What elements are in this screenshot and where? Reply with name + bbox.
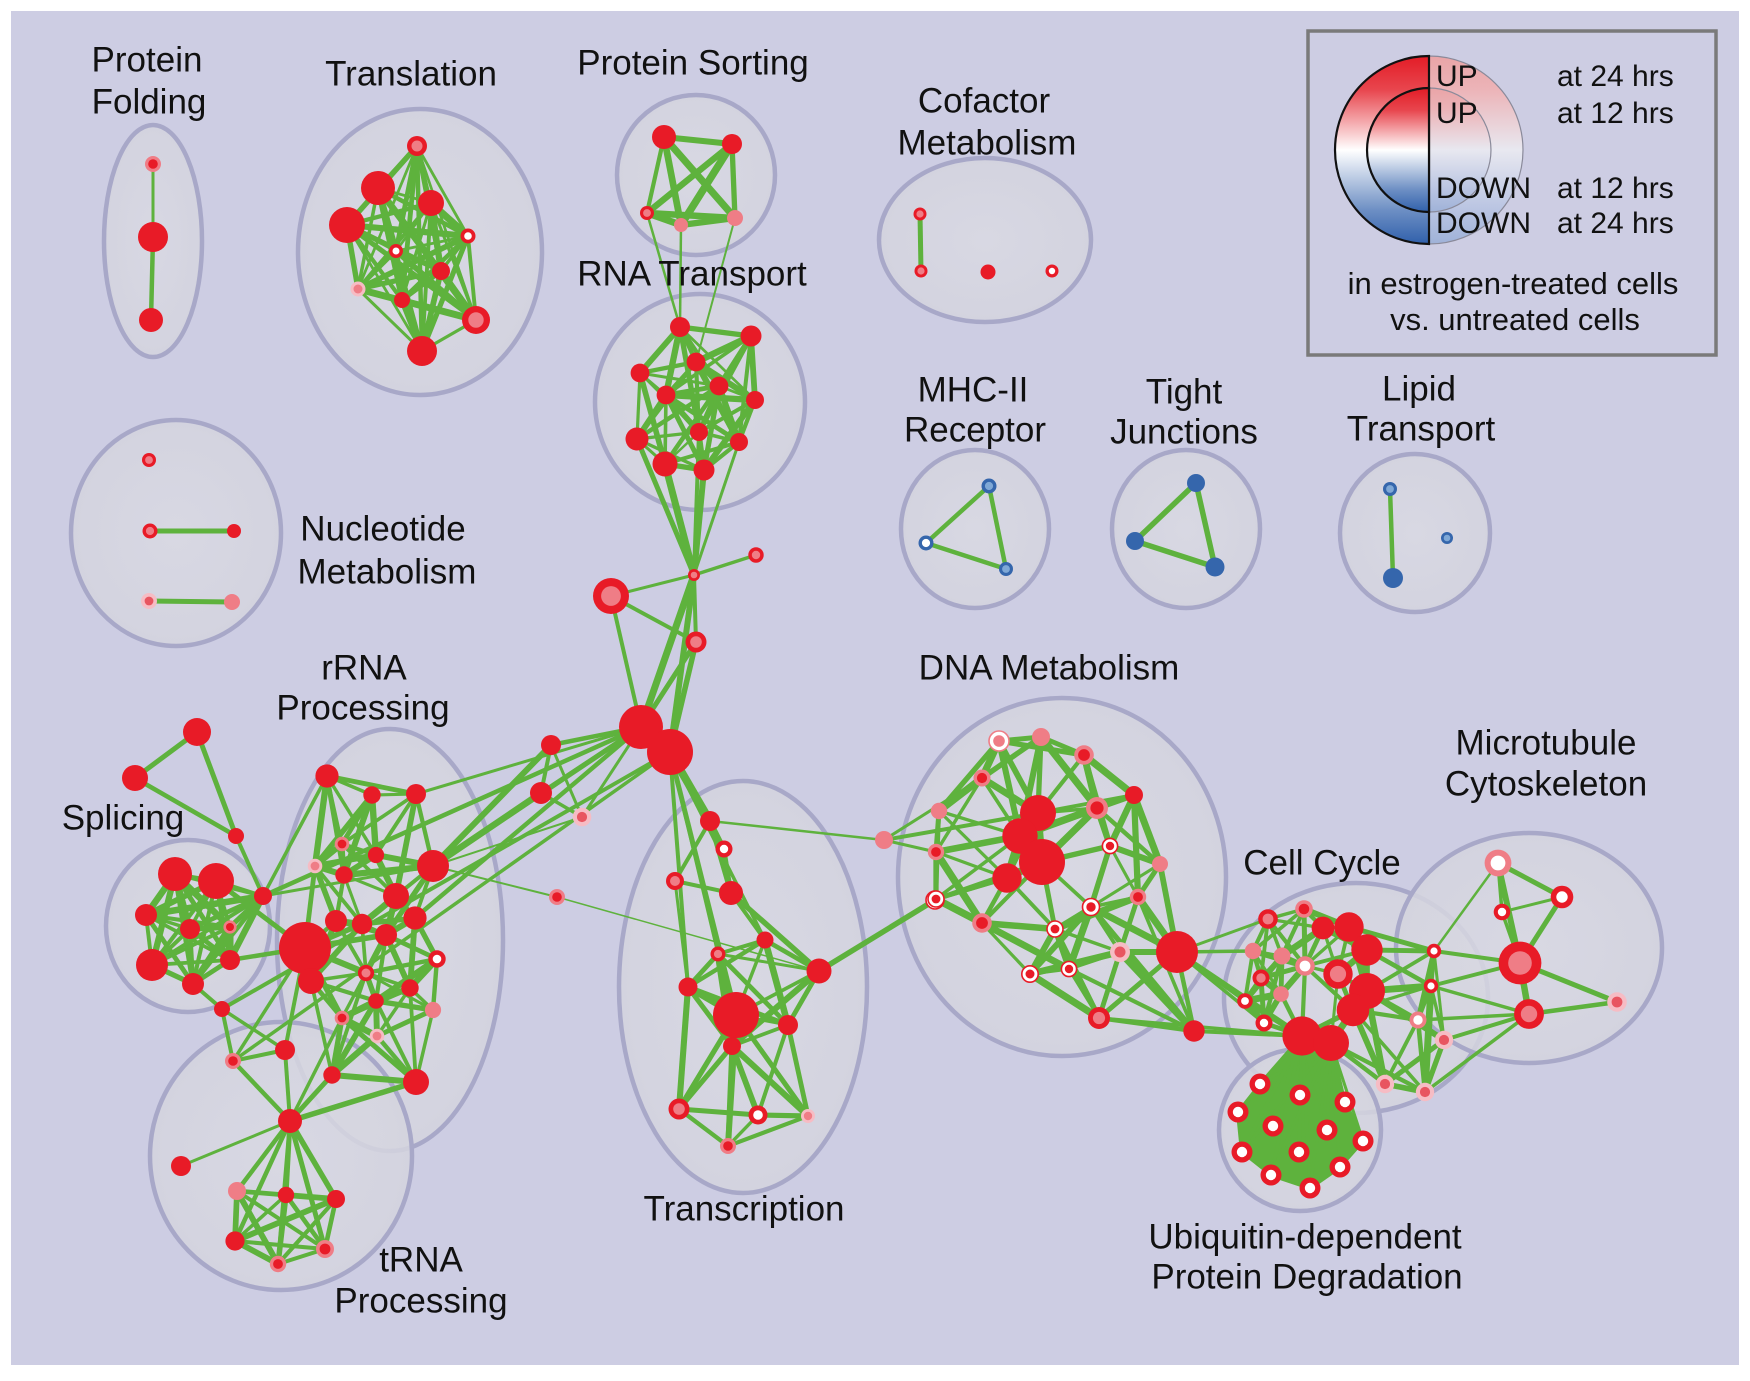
svg-text:DNA Metabolism: DNA Metabolism [919, 648, 1180, 687]
svg-text:Microtubule: Microtubule [1456, 723, 1637, 762]
svg-text:Metabolism: Metabolism [298, 552, 477, 591]
svg-text:Protein Sorting: Protein Sorting [577, 43, 809, 82]
svg-text:Receptor: Receptor [904, 410, 1046, 449]
svg-text:at 12 hrs: at 12 hrs [1557, 172, 1674, 205]
svg-text:at 12 hrs: at 12 hrs [1557, 97, 1674, 130]
svg-text:MHC-II: MHC-II [918, 370, 1029, 409]
svg-text:UP: UP [1436, 97, 1478, 130]
svg-text:Transcription: Transcription [644, 1189, 845, 1228]
svg-text:Lipid: Lipid [1382, 369, 1456, 408]
svg-text:Cytoskeleton: Cytoskeleton [1445, 764, 1647, 803]
svg-text:Protein Degradation: Protein Degradation [1151, 1257, 1462, 1296]
svg-text:Cell Cycle: Cell Cycle [1243, 843, 1401, 882]
svg-text:in estrogen-treated cells: in estrogen-treated cells [1348, 266, 1679, 301]
svg-text:tRNA: tRNA [379, 1240, 463, 1279]
svg-text:Junctions: Junctions [1110, 412, 1258, 451]
svg-text:Ubiquitin-dependent: Ubiquitin-dependent [1148, 1217, 1462, 1256]
svg-text:Nucleotide: Nucleotide [300, 509, 465, 548]
svg-text:UP: UP [1436, 60, 1478, 93]
svg-text:Translation: Translation [325, 54, 497, 93]
svg-text:RNA Transport: RNA Transport [577, 254, 807, 293]
svg-text:rRNA: rRNA [321, 648, 407, 687]
svg-text:at 24 hrs: at 24 hrs [1557, 60, 1674, 93]
svg-text:Protein: Protein [92, 40, 203, 79]
svg-text:vs. untreated cells: vs. untreated cells [1390, 302, 1640, 337]
svg-text:Processing: Processing [334, 1281, 507, 1320]
svg-text:DOWN: DOWN [1436, 207, 1531, 240]
svg-text:Cofactor: Cofactor [918, 81, 1051, 120]
svg-text:Tight: Tight [1146, 372, 1223, 411]
svg-text:Transport: Transport [1347, 409, 1496, 448]
svg-text:at 24 hrs: at 24 hrs [1557, 207, 1674, 240]
svg-text:Metabolism: Metabolism [898, 123, 1077, 162]
svg-text:Folding: Folding [92, 82, 207, 121]
svg-text:Splicing: Splicing [62, 798, 185, 837]
svg-text:Processing: Processing [276, 688, 449, 727]
svg-text:DOWN: DOWN [1436, 172, 1531, 205]
